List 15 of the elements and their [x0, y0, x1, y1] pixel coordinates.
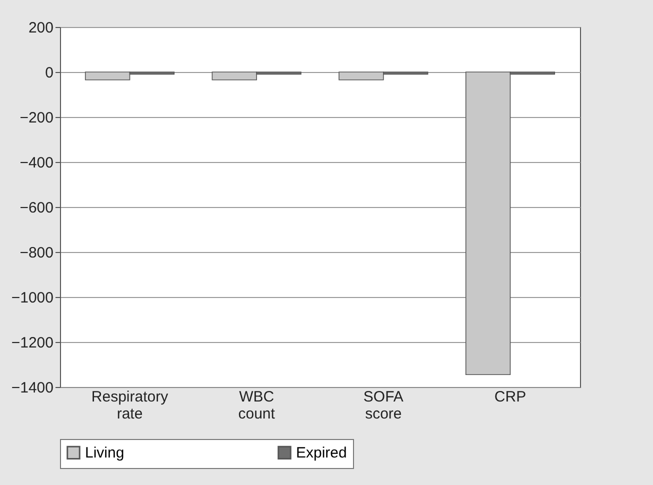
y-tick-label: −600 [20, 200, 54, 216]
y-tick-label: −1000 [11, 290, 54, 306]
y-tick-label: 200 [28, 20, 54, 36]
x-tick-label: SOFA score [363, 388, 404, 422]
x-tick-label: WBC count [238, 388, 276, 422]
y-tick-label: 0 [45, 64, 54, 82]
legend-label: Living [85, 444, 124, 462]
legend-label: Expired [296, 444, 347, 462]
y-tick-label: −1200 [11, 334, 54, 352]
x-tick-label: CRP [494, 388, 526, 406]
x-tick-label: Respiratory rate [91, 388, 169, 422]
y-tick-label: −200 [20, 110, 54, 126]
y-tick-label: −800 [20, 244, 54, 262]
y-tick-label: −1400 [11, 380, 54, 396]
y-tick-label: −400 [20, 154, 54, 172]
